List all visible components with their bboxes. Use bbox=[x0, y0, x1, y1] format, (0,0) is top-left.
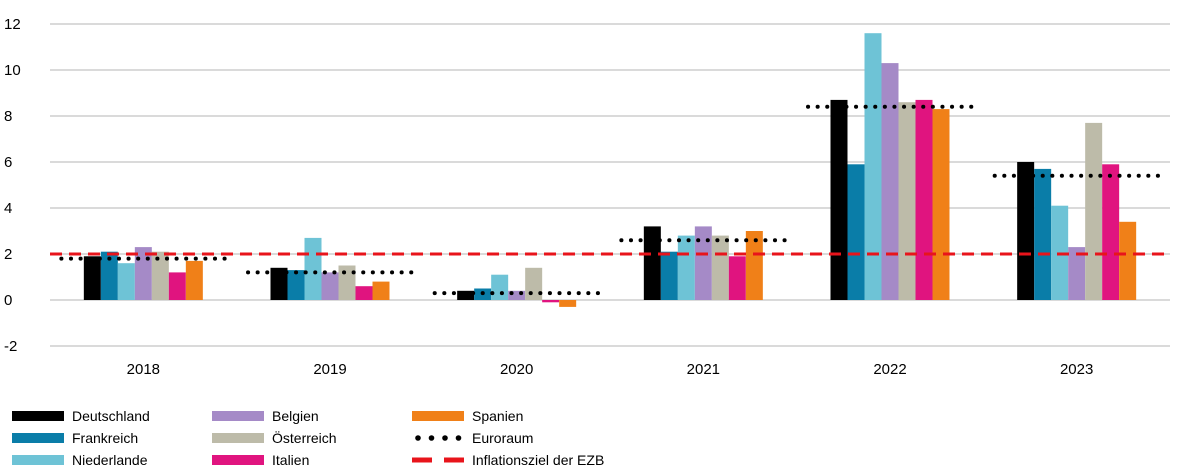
legend-swatch bbox=[12, 411, 64, 421]
bar bbox=[847, 164, 865, 300]
bar bbox=[1068, 247, 1086, 300]
legend-swatch bbox=[12, 455, 64, 465]
bar bbox=[1017, 162, 1035, 300]
bar bbox=[728, 256, 746, 300]
bar bbox=[100, 251, 118, 300]
y-tick-label: 12 bbox=[4, 16, 21, 33]
bar bbox=[338, 265, 356, 300]
x-tick-label: 2023 bbox=[1060, 361, 1093, 378]
bar bbox=[932, 109, 950, 300]
x-tick-label: 2018 bbox=[127, 361, 160, 378]
bar bbox=[508, 290, 526, 300]
reference-lines bbox=[50, 104, 1170, 296]
legend-label: Niederlande bbox=[72, 452, 148, 468]
legend-dot bbox=[428, 435, 435, 441]
bar bbox=[185, 260, 203, 300]
legend-label: Frankreich bbox=[72, 430, 138, 446]
y-axis-ticks: -2 0 2 4 6 8 10 12 bbox=[4, 16, 21, 355]
legend-item: Spanien bbox=[412, 408, 523, 424]
legend: Deutschland Frankreich Niederlande Belgien Ö… bbox=[12, 408, 604, 468]
bar bbox=[898, 102, 916, 300]
legend-item: Inflationsziel der EZB bbox=[412, 452, 604, 468]
x-tick-label: 2020 bbox=[500, 361, 533, 378]
bar bbox=[1085, 122, 1103, 301]
legend-item: Niederlande bbox=[12, 452, 148, 468]
legend-label: Deutschland bbox=[72, 408, 150, 424]
x-tick-label: 2022 bbox=[873, 361, 906, 378]
legend-swatch bbox=[412, 411, 464, 421]
legend-dot bbox=[442, 435, 448, 441]
bar bbox=[355, 286, 373, 300]
legend-swatch bbox=[212, 455, 264, 465]
legend-item: Italien bbox=[212, 452, 309, 468]
y-tick-label: -2 bbox=[4, 338, 17, 355]
legend-item: Euroraum bbox=[415, 430, 533, 446]
legend-dot bbox=[415, 435, 421, 441]
bar bbox=[168, 272, 186, 300]
bar bbox=[151, 251, 169, 300]
bar bbox=[677, 235, 695, 300]
bar bbox=[372, 281, 390, 300]
legend-label: Inflationsziel der EZB bbox=[472, 452, 604, 468]
bar bbox=[864, 33, 882, 300]
bar bbox=[660, 251, 678, 300]
bar bbox=[1119, 221, 1137, 300]
y-tick-label: 10 bbox=[4, 62, 21, 79]
legend-item: Belgien bbox=[212, 408, 319, 424]
legend-dot bbox=[455, 435, 462, 441]
y-tick-label: 4 bbox=[4, 200, 12, 217]
bar bbox=[457, 290, 475, 300]
bar bbox=[491, 274, 509, 300]
bar bbox=[881, 63, 899, 300]
gridlines bbox=[50, 23, 1170, 347]
legend-label: Spanien bbox=[472, 408, 523, 424]
bar bbox=[1034, 168, 1052, 300]
bar bbox=[745, 231, 763, 300]
bar bbox=[304, 237, 322, 300]
bar bbox=[643, 226, 661, 300]
bar bbox=[830, 99, 848, 301]
legend-item: Österreich bbox=[212, 429, 337, 446]
legend-item: Deutschland bbox=[12, 408, 150, 424]
bar bbox=[559, 300, 577, 307]
bars bbox=[83, 33, 1137, 307]
bar bbox=[270, 267, 288, 300]
legend-swatch bbox=[212, 411, 264, 421]
x-tick-label: 2019 bbox=[313, 361, 346, 378]
bar bbox=[694, 226, 712, 300]
bar bbox=[525, 267, 543, 300]
legend-label: Belgien bbox=[272, 408, 319, 424]
legend-item: Frankreich bbox=[12, 430, 138, 446]
legend-label: Italien bbox=[272, 452, 309, 468]
y-tick-label: 8 bbox=[4, 108, 12, 125]
bar bbox=[287, 270, 305, 300]
bar bbox=[711, 235, 729, 300]
legend-label: Euroraum bbox=[472, 430, 533, 446]
x-axis-ticks: 2018 2019 2020 2021 2022 2023 bbox=[127, 361, 1094, 378]
bar bbox=[1102, 164, 1120, 300]
bar bbox=[117, 263, 135, 300]
legend-swatch bbox=[212, 433, 264, 443]
y-tick-label: 2 bbox=[4, 246, 12, 263]
legend-dash bbox=[412, 457, 432, 463]
y-tick-label: 6 bbox=[4, 154, 12, 171]
bar bbox=[915, 99, 933, 301]
legend-swatch bbox=[12, 433, 64, 443]
bar bbox=[83, 256, 101, 300]
y-tick-label: 0 bbox=[4, 292, 12, 309]
legend-label: Österreich bbox=[272, 429, 337, 446]
bar bbox=[542, 300, 560, 303]
legend-dash bbox=[444, 457, 464, 463]
bar bbox=[321, 272, 339, 300]
x-tick-label: 2021 bbox=[687, 361, 720, 378]
